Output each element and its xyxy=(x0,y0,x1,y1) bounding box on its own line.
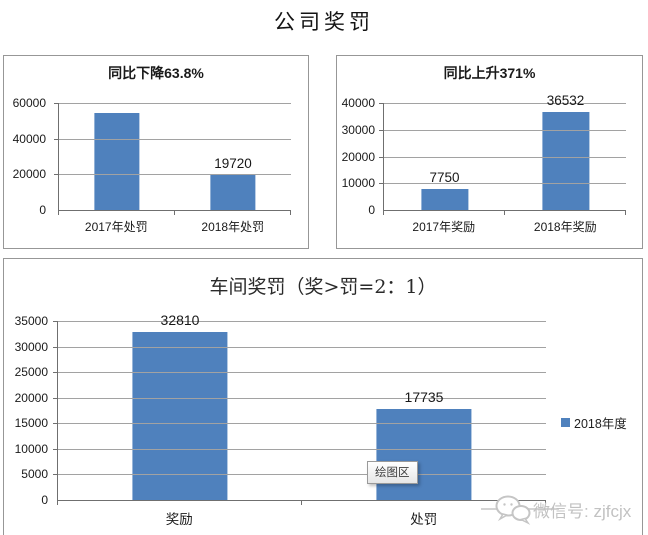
bar-value-label: 17735 xyxy=(404,389,444,406)
chart-title: 同比上升371% xyxy=(443,65,536,81)
y-tick-label: 10000 xyxy=(341,176,375,191)
category-label: 2017年处罚 xyxy=(84,220,148,234)
gridline xyxy=(379,156,626,158)
y-tick-label: 5000 xyxy=(21,467,48,482)
bar-group: 32810 xyxy=(58,312,302,500)
gridline xyxy=(53,346,546,348)
bar-group xyxy=(59,103,175,210)
x-axis-labels: 奖励 处罚 xyxy=(57,508,546,528)
watermark: 微信号: zjfcjx xyxy=(481,491,641,527)
x-tick xyxy=(174,211,175,215)
y-tick-label: 60000 xyxy=(12,96,46,110)
legend-swatch-icon xyxy=(561,418,570,427)
plot-area[interactable]: 32810 17735 xyxy=(53,312,546,501)
y-tick-label: 10000 xyxy=(14,441,48,456)
y-axis: 40000 30000 20000 10000 0 xyxy=(337,96,379,217)
chart-bar[interactable] xyxy=(541,112,590,210)
y-tick-label: 40000 xyxy=(341,96,375,110)
x-tick xyxy=(290,211,291,215)
bar-group: 19720 xyxy=(175,103,291,210)
panel-company-reward-chart: 同比上升371% 40000 30000 20000 10000 0 7750 3653… xyxy=(336,55,643,249)
x-axis-ticks xyxy=(383,211,626,215)
x-tick xyxy=(383,211,384,215)
y-tick-label: 40000 xyxy=(12,131,46,146)
y-axis: 60000 40000 20000 0 xyxy=(4,96,50,217)
plot-area-tooltip: 绘图区 xyxy=(367,461,418,484)
x-tick xyxy=(301,501,302,505)
bar-value-label: 7750 xyxy=(429,170,460,186)
chart-bar[interactable] xyxy=(94,112,140,210)
x-tick xyxy=(504,211,505,215)
x-tick xyxy=(625,211,626,215)
gridline xyxy=(379,103,626,104)
y-axis: 35000 30000 25000 20000 15000 10000 5000 0 xyxy=(4,314,52,507)
x-axis-ticks xyxy=(58,211,291,215)
category-label: 处罚 xyxy=(410,512,438,527)
chart-bar[interactable] xyxy=(210,174,256,210)
x-axis-ticks xyxy=(57,501,546,505)
bar-series: 7750 36532 xyxy=(384,93,626,210)
gridline xyxy=(53,474,546,476)
y-tick-label: 30000 xyxy=(14,339,48,354)
gridline xyxy=(54,103,291,104)
gridline xyxy=(53,397,546,399)
bar-value-label: 32810 xyxy=(160,312,200,329)
panel-workshop-chart: 车间奖罚（奖>罚=2：1） 35000 30000 25000 20000 15000 1… xyxy=(3,258,643,535)
gridline xyxy=(379,129,626,131)
category-label: 奖励 xyxy=(165,512,193,527)
y-tick-label: 20000 xyxy=(341,149,375,164)
y-tick-label: 30000 xyxy=(341,122,375,137)
chart-bar[interactable] xyxy=(420,189,469,210)
x-tick xyxy=(58,211,59,215)
y-tick-label: 0 xyxy=(368,203,375,217)
bar-group: 7750 xyxy=(384,103,505,210)
category-label: 2018年处罚 xyxy=(201,220,265,234)
gridline xyxy=(53,448,546,450)
y-tick-label: 0 xyxy=(41,493,48,507)
x-axis-labels: 2017年处罚 2018年处罚 xyxy=(58,218,291,235)
y-tick-label: 15000 xyxy=(14,416,48,431)
panel-company-penalty-chart: 同比下降63.8% 60000 40000 20000 0 19720 2017年处罚… xyxy=(3,55,309,249)
gridline xyxy=(54,174,291,176)
chart-bar[interactable] xyxy=(376,409,472,500)
x-tick xyxy=(57,501,58,505)
gridline xyxy=(379,183,626,185)
wechat-icon xyxy=(495,495,531,525)
bar-group: 36532 xyxy=(505,93,626,210)
legend-series-label: 2018年度 xyxy=(574,417,627,431)
category-label: 2017年奖励 xyxy=(412,220,476,234)
gridline xyxy=(54,138,291,140)
bar-value-label: 36532 xyxy=(546,93,585,109)
gridline xyxy=(53,372,546,374)
bar-value-label: 19720 xyxy=(214,155,252,171)
bar-group: 17735 xyxy=(302,321,546,500)
y-tick-label: 20000 xyxy=(14,390,48,405)
x-tick xyxy=(545,501,546,505)
y-tick-label: 35000 xyxy=(14,314,48,328)
gridline xyxy=(53,321,546,322)
category-label: 2018年奖励 xyxy=(533,220,597,234)
chart-title: 车间奖罚（奖>罚=2：1） xyxy=(209,276,437,298)
bar-series: 19720 xyxy=(59,103,291,210)
chart-bar[interactable] xyxy=(132,332,228,500)
y-tick-label: 0 xyxy=(39,203,46,217)
watermark-text: 微信号: zjfcjx xyxy=(533,501,632,521)
chart-title: 同比下降63.8% xyxy=(108,65,204,81)
page-title: 公司奖罚 xyxy=(274,10,374,34)
gridline xyxy=(53,423,546,425)
chart-legend[interactable]: 2018年度 xyxy=(561,413,627,432)
y-tick-label: 25000 xyxy=(14,365,48,380)
plot-area[interactable]: 7750 36532 xyxy=(379,93,626,211)
plot-area[interactable]: 19720 xyxy=(54,103,291,211)
bar-series: 32810 17735 xyxy=(58,312,546,500)
x-axis-labels: 2017年奖励 2018年奖励 xyxy=(383,218,626,235)
y-tick-label: 20000 xyxy=(12,167,46,182)
